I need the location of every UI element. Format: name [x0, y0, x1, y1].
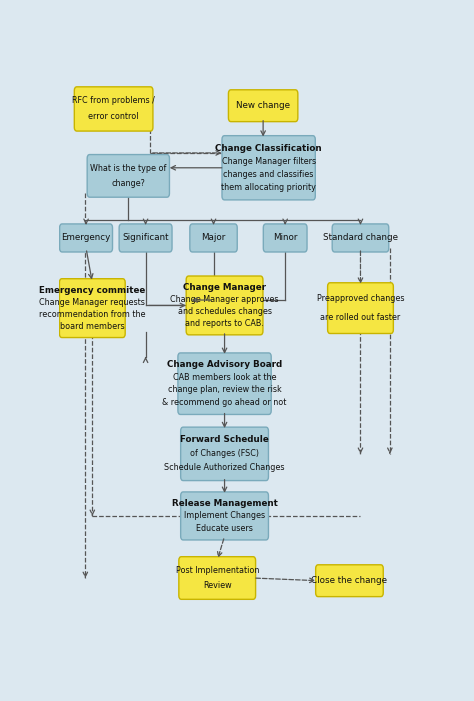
Text: Change Manager: Change Manager	[183, 283, 266, 292]
Text: of Changes (FSC): of Changes (FSC)	[190, 449, 259, 458]
Text: error control: error control	[88, 112, 139, 121]
Text: Emergency: Emergency	[62, 233, 111, 243]
Text: board members: board members	[60, 322, 125, 330]
Text: Educate users: Educate users	[196, 524, 253, 533]
Text: Close the change: Close the change	[311, 576, 387, 585]
Text: Forward Schedule: Forward Schedule	[180, 435, 269, 444]
FancyBboxPatch shape	[60, 224, 112, 252]
Text: Minor: Minor	[273, 233, 297, 243]
Text: RFC from problems /: RFC from problems /	[72, 97, 155, 105]
Text: Post Implementation: Post Implementation	[175, 566, 259, 575]
Text: Significant: Significant	[122, 233, 169, 243]
Text: Preapproved changes: Preapproved changes	[317, 294, 404, 304]
Text: Change Manager filters: Change Manager filters	[221, 157, 316, 165]
FancyBboxPatch shape	[332, 224, 389, 252]
Text: New change: New change	[236, 101, 290, 110]
FancyBboxPatch shape	[181, 427, 268, 481]
FancyBboxPatch shape	[328, 283, 393, 334]
Text: Review: Review	[203, 581, 231, 590]
FancyBboxPatch shape	[264, 224, 307, 252]
Text: Change Advisory Board: Change Advisory Board	[167, 360, 282, 369]
FancyBboxPatch shape	[186, 276, 263, 335]
FancyBboxPatch shape	[228, 90, 298, 122]
FancyBboxPatch shape	[179, 557, 255, 599]
Text: and schedules changes: and schedules changes	[178, 307, 272, 316]
FancyBboxPatch shape	[59, 279, 125, 338]
Text: Standard change: Standard change	[323, 233, 398, 243]
Text: Major: Major	[201, 233, 226, 243]
Text: changes and classifies: changes and classifies	[223, 170, 314, 179]
FancyBboxPatch shape	[87, 154, 169, 197]
FancyBboxPatch shape	[178, 353, 271, 414]
FancyBboxPatch shape	[222, 136, 315, 200]
Text: and reports to CAB.: and reports to CAB.	[185, 319, 264, 328]
Text: are rolled out faster: are rolled out faster	[320, 313, 401, 322]
FancyBboxPatch shape	[181, 492, 268, 540]
Text: change?: change?	[111, 179, 145, 188]
Text: & recommend go ahead or not: & recommend go ahead or not	[163, 398, 287, 407]
Text: CAB members look at the: CAB members look at the	[173, 373, 276, 382]
Text: Change Classification: Change Classification	[215, 144, 322, 153]
FancyBboxPatch shape	[316, 565, 383, 597]
Text: Change Manager requests: Change Manager requests	[39, 298, 145, 306]
Text: them allocating priority: them allocating priority	[221, 183, 316, 192]
Text: recommendation from the: recommendation from the	[39, 310, 146, 318]
Text: change plan, review the risk: change plan, review the risk	[168, 386, 282, 395]
Text: Implement Changes: Implement Changes	[184, 512, 265, 520]
FancyBboxPatch shape	[74, 87, 153, 131]
Text: What is the type of: What is the type of	[90, 164, 166, 172]
Text: Release Management: Release Management	[172, 499, 277, 508]
Text: Emergency commitee: Emergency commitee	[39, 286, 146, 294]
FancyBboxPatch shape	[190, 224, 237, 252]
Text: Change Manager approves: Change Manager approves	[170, 295, 279, 304]
Text: Schedule Authorized Changes: Schedule Authorized Changes	[164, 463, 285, 472]
FancyBboxPatch shape	[119, 224, 172, 252]
